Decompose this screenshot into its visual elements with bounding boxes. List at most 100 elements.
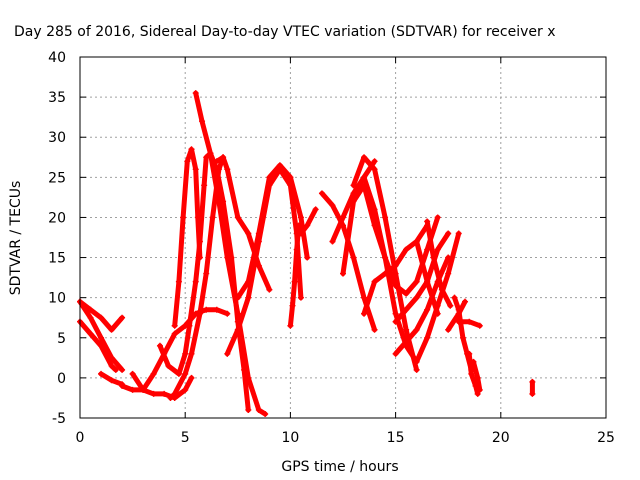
data-point-marker <box>266 174 273 181</box>
data-point-marker <box>180 214 187 221</box>
axis-ticks <box>79 56 607 419</box>
data-point-marker <box>129 370 136 377</box>
data-point-marker <box>476 322 483 329</box>
data-point-marker <box>371 278 378 285</box>
data-point-marker <box>192 278 199 285</box>
data-point-marker <box>188 374 195 381</box>
data-point-marker <box>329 238 336 245</box>
data-point-marker <box>297 294 304 301</box>
series-trace <box>466 351 481 397</box>
series-arc-25 <box>413 238 441 317</box>
data-point-marker <box>361 154 368 161</box>
y-tick-label: 0 <box>57 371 66 387</box>
data-point-marker <box>207 150 214 157</box>
data-point-marker <box>119 382 126 389</box>
chart-title: Day 285 of 2016, Sidereal Day-to-day VTE… <box>14 24 556 40</box>
data-point-marker <box>413 326 420 333</box>
data-point-marker <box>382 254 389 261</box>
data-point-marker <box>203 270 210 277</box>
data-point-marker <box>451 294 458 301</box>
data-point-marker <box>382 214 389 221</box>
data-point-marker <box>201 182 208 189</box>
data-point-marker <box>234 214 241 221</box>
data-point-marker <box>297 214 304 221</box>
data-point-marker <box>455 306 462 313</box>
data-point-marker <box>297 230 304 237</box>
data-point-marker <box>434 214 441 221</box>
data-point-marker <box>371 158 378 165</box>
series-trace <box>172 146 203 329</box>
data-point-marker <box>196 254 203 261</box>
data-point-marker <box>445 326 452 333</box>
y-tick-label: 5 <box>57 331 66 347</box>
data-point-marker <box>304 254 311 261</box>
series-arc-10 <box>192 90 269 417</box>
plot-frame <box>79 56 607 419</box>
data-point-marker <box>529 390 536 397</box>
data-point-marker <box>371 206 378 213</box>
data-point-marker <box>150 390 157 397</box>
data-point-marker <box>108 326 115 333</box>
data-point-marker <box>224 310 231 317</box>
series-layer <box>77 90 536 417</box>
series-arc-24 <box>424 218 454 309</box>
data-point-marker <box>413 366 420 373</box>
data-point-marker <box>455 230 462 237</box>
data-point-marker <box>403 326 410 333</box>
data-point-marker <box>245 278 252 285</box>
data-point-marker <box>276 162 283 169</box>
data-point-marker <box>403 246 410 253</box>
data-point-marker <box>413 238 420 245</box>
data-point-marker <box>403 290 410 297</box>
x-tick-label: 20 <box>492 430 510 446</box>
data-point-marker <box>424 246 431 253</box>
data-point-marker <box>194 214 201 221</box>
data-point-marker <box>175 278 182 285</box>
data-point-marker <box>87 306 94 313</box>
data-point-marker <box>262 410 269 417</box>
data-point-marker <box>350 190 357 197</box>
data-point-marker <box>295 222 302 229</box>
data-point-marker <box>434 246 441 253</box>
series-arc-12 <box>213 154 273 293</box>
data-point-marker <box>289 302 296 309</box>
data-point-marker <box>462 298 469 305</box>
data-point-marker <box>424 334 431 341</box>
data-point-marker <box>245 406 252 413</box>
y-tick-label: 40 <box>48 50 66 66</box>
data-point-marker <box>186 322 193 329</box>
data-point-marker <box>203 154 210 161</box>
data-point-marker <box>119 366 126 373</box>
data-point-marker <box>371 166 378 173</box>
data-point-marker <box>312 206 319 213</box>
data-point-marker <box>340 214 346 221</box>
data-point-marker <box>213 306 220 313</box>
series-arc-28 <box>466 350 481 397</box>
y-tick-label: -5 <box>52 411 66 427</box>
data-point-marker <box>403 338 410 345</box>
data-point-marker <box>474 390 481 397</box>
data-point-marker <box>213 158 220 165</box>
data-point-marker <box>161 390 168 397</box>
data-point-marker <box>392 270 399 277</box>
series-arc-19 <box>350 154 420 373</box>
data-point-marker <box>318 190 325 197</box>
data-point-marker <box>234 294 241 301</box>
data-point-marker <box>220 154 227 161</box>
data-point-marker <box>156 342 163 349</box>
data-point-marker <box>291 278 298 285</box>
data-point-marker <box>474 374 481 381</box>
data-point-marker <box>209 214 216 221</box>
x-tick-label: 25 <box>597 430 615 446</box>
data-point-marker <box>287 322 294 329</box>
data-point-marker <box>413 294 420 301</box>
data-point-marker <box>382 270 389 277</box>
data-point-marker <box>430 254 437 261</box>
data-point-marker <box>459 334 466 341</box>
data-point-marker <box>224 166 231 173</box>
data-point-marker <box>234 326 241 333</box>
series-arc-31 <box>529 378 536 397</box>
data-point-marker <box>196 310 203 317</box>
series-trace <box>393 231 451 325</box>
data-point-marker <box>424 218 431 225</box>
